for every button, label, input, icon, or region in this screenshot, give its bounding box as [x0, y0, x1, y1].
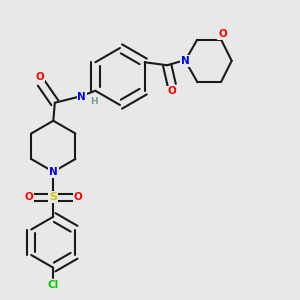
Text: H: H: [90, 97, 98, 106]
Text: N: N: [77, 92, 86, 102]
Text: Cl: Cl: [48, 280, 59, 290]
Text: S: S: [49, 192, 57, 202]
Text: N: N: [49, 167, 58, 177]
Text: N: N: [181, 56, 190, 66]
Text: O: O: [167, 86, 176, 96]
Text: O: O: [24, 192, 33, 202]
Text: O: O: [218, 29, 227, 39]
Text: O: O: [74, 192, 82, 202]
Text: O: O: [35, 72, 44, 82]
